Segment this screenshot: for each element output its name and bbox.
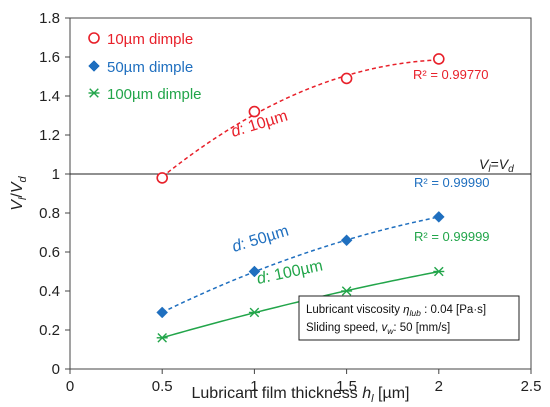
r2-label-1: R² = 0.99990 [414,175,490,190]
trend-line-0 [161,59,439,178]
data-point-0 [156,172,168,184]
x-tick-label: 2 [435,378,443,395]
data-points [156,53,445,343]
reference-line-label: Vl=Vd [479,156,514,175]
x-axis-title: Lubricant film thickness hl [µm] [192,385,410,405]
trend-line-1 [161,216,439,314]
y-tick-label: 0 [52,361,60,378]
r2-label-2: R² = 0.99999 [414,229,490,244]
data-point-1 [340,234,353,247]
y-tick-label: 1.2 [39,127,60,144]
x-tick-label: 0 [66,378,74,395]
curve-label-2: d: 100µm [255,257,324,288]
y-tick-label: 1 [52,166,60,183]
x-tick-label: 2.5 [521,378,542,395]
legend-label-1: 50µm dimple [107,59,193,76]
data-point-0 [340,72,353,85]
legend-marker-0 [88,32,100,44]
y-tick-label: 1.6 [39,49,60,66]
reference-line-group: Vl=Vd [70,156,531,175]
x-tick-label: 0.5 [152,378,173,395]
y-tick-label: 1.8 [39,10,60,27]
y-tick-label: 0.2 [39,322,60,339]
legend: 10µm dimple 50µm dimple 100µm dimple [88,31,202,103]
r2-label-0: R² = 0.99770 [413,67,489,82]
data-point-2 [433,266,445,277]
y-tick-label: 0.8 [39,205,60,222]
data-point-0 [248,105,261,118]
axes: 0 0.5 1 1.5 2 2.5 0 0.2 0.4 0.6 0.8 1 1.2 1.4 1.6 1.8 Lu… [9,10,541,405]
legend-marker-1 [88,60,100,72]
data-point-1 [248,265,261,278]
data-point-1 [156,306,169,319]
x-tick-label: 1 [250,378,258,395]
data-point-2 [341,286,353,296]
note-line-1: Lubricant viscosity ηlub : 0.04 [Pa·s] [306,304,486,318]
y-tick-label: 0.6 [39,244,60,261]
data-point-0 [432,53,445,65]
curve-label-1: d: 50µm [230,223,291,256]
x-tick-label: 1.5 [336,378,357,395]
note-line-2: Sliding speed, vw: 50 [mm/s] [306,322,450,336]
y-tick-label: 0.4 [39,283,60,300]
plot-frame [69,17,532,370]
legend-label-2: 100µm dimple [107,86,202,103]
y-axis-title: Vl/Vd [9,175,29,210]
data-point-2 [248,307,260,318]
note-box [298,295,520,341]
y-tick-label: 1.4 [39,88,60,105]
data-point-2 [156,333,168,343]
conditions-note: Lubricant viscosity ηlub : 0.04 [Pa·s] Sl… [298,295,520,341]
legend-marker-2 [88,88,100,98]
legend-label-0: 10µm dimple [107,31,193,48]
data-point-1 [432,211,445,223]
